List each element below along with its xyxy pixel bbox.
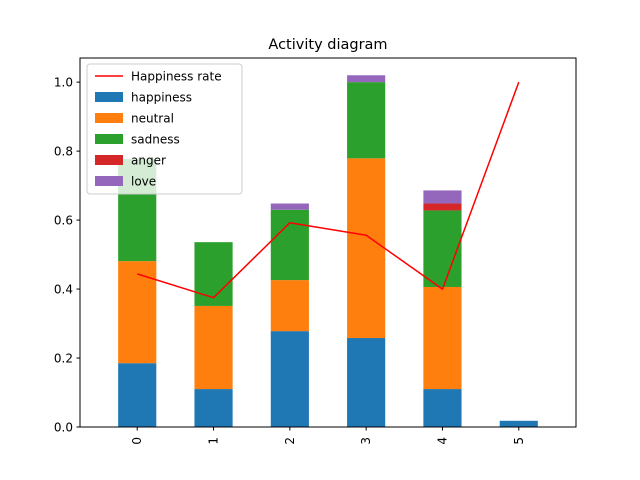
bar-neutral-1: [194, 305, 233, 390]
bars-layer: [118, 75, 538, 427]
bar-sadness-2: [270, 209, 309, 281]
bar-happiness-0: [118, 363, 157, 427]
legend-label-anger: anger: [131, 153, 166, 167]
y-tick-label-5: 1.0: [54, 75, 73, 89]
legend: Happiness rate happiness neutral sadness ang…: [86, 63, 243, 195]
axes-layer: 0.0 0.2 0.4 0.6 0.8 1.0 0 1 2 3 4 5: [54, 57, 577, 445]
bar-happiness-3: [347, 338, 386, 427]
legend-swatch-anger: [95, 155, 123, 165]
x-tick-label-3: 3: [359, 437, 373, 445]
legend-label-love: love: [131, 174, 156, 188]
bar-happiness-5: [499, 420, 538, 427]
y-tick-label-4: 0.8: [54, 144, 73, 158]
legend-swatch-neutral: [95, 113, 123, 123]
bar-happiness-1: [194, 389, 233, 427]
bar-anger-4: [423, 203, 462, 211]
bar-neutral-4: [423, 286, 462, 390]
bar-happiness-4: [423, 389, 462, 427]
bar-sadness-1: [194, 242, 233, 306]
legend-swatch-sadness: [95, 134, 123, 144]
legend-swatch-happiness: [95, 92, 123, 102]
legend-box: [86, 63, 243, 195]
bar-sadness-3: [347, 82, 386, 159]
happiness-rate-line: [136, 81, 520, 299]
bar-sadness-4: [423, 210, 462, 287]
bar-love-3: [347, 75, 386, 83]
legend-swatch-love: [95, 176, 123, 186]
plot-frame: [79, 57, 577, 428]
y-tick-label-2: 0.4: [54, 282, 73, 296]
legend-label-happiness: happiness: [131, 90, 192, 104]
x-tick-label-5: 5: [512, 437, 526, 445]
bar-neutral-2: [270, 280, 309, 332]
y-tick-label-0: 0.0: [54, 420, 73, 434]
y-tick-label-3: 0.6: [54, 213, 73, 227]
bar-love-2: [270, 203, 309, 210]
chart-title: Activity diagram: [268, 37, 387, 53]
legend-label-happiness-rate: Happiness rate: [131, 69, 222, 83]
bar-neutral-0: [118, 261, 157, 364]
x-tick-label-0: 0: [130, 437, 144, 445]
bar-love-4: [423, 190, 462, 204]
legend-label-sadness: sadness: [131, 132, 180, 146]
legend-label-neutral: neutral: [131, 111, 174, 125]
bar-happiness-2: [270, 331, 309, 427]
x-tick-label-2: 2: [283, 437, 297, 445]
x-tick-label-1: 1: [207, 437, 221, 445]
x-tick-label-4: 4: [435, 437, 449, 445]
bar-neutral-3: [347, 158, 386, 339]
y-tick-label-1: 0.2: [54, 351, 73, 365]
line-layer: [136, 81, 520, 299]
